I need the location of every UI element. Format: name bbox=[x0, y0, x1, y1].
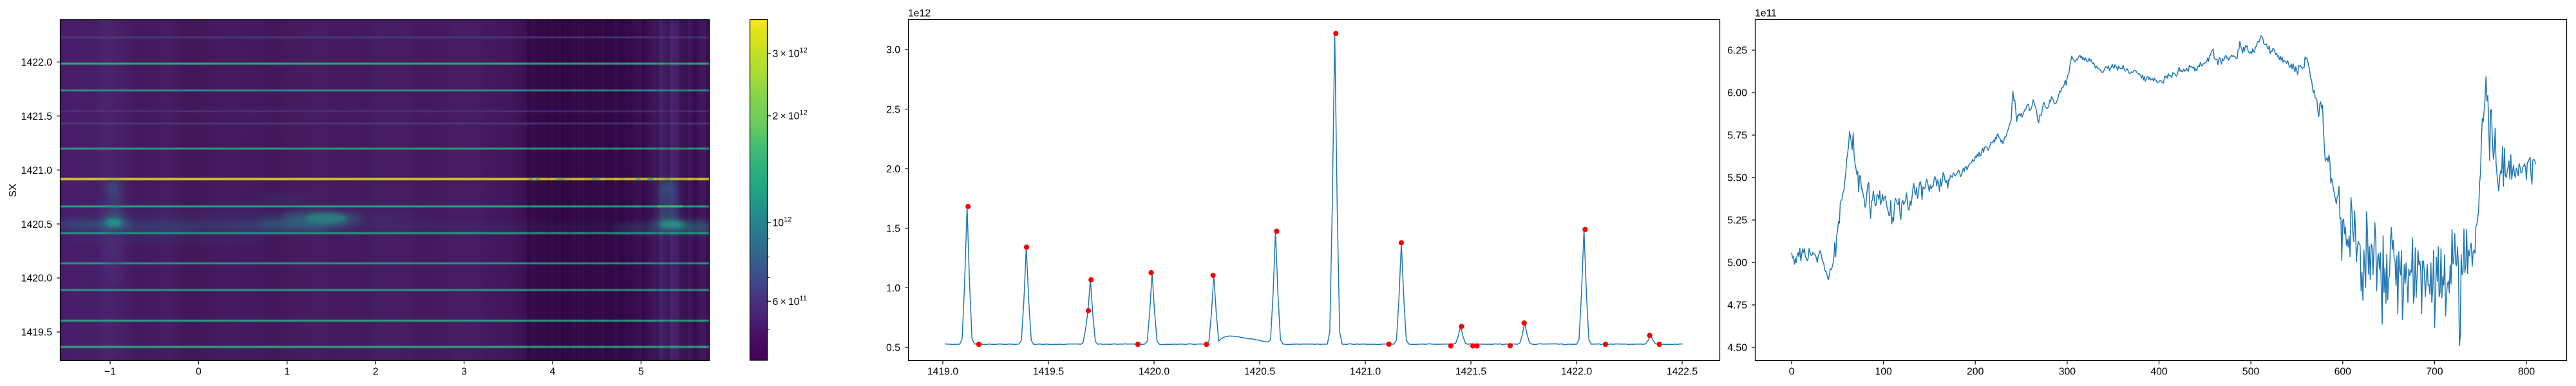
svg-text:1420.5: 1420.5 bbox=[21, 219, 53, 230]
svg-text:600: 600 bbox=[2334, 366, 2352, 377]
svg-text:1422.0: 1422.0 bbox=[1561, 366, 1593, 377]
svg-text:4.50: 4.50 bbox=[1727, 343, 1747, 354]
svg-text:4: 4 bbox=[550, 366, 556, 377]
svg-text:1420.0: 1420.0 bbox=[1139, 366, 1170, 377]
svg-text:3.0: 3.0 bbox=[886, 45, 900, 56]
svg-text:200: 200 bbox=[1967, 366, 1984, 377]
svg-text:1420.0: 1420.0 bbox=[21, 273, 53, 284]
svg-text:1422.5: 1422.5 bbox=[1667, 366, 1698, 377]
svg-text:5: 5 bbox=[638, 366, 644, 377]
svg-text:1421.0: 1421.0 bbox=[21, 165, 53, 176]
svg-text:1e12: 1e12 bbox=[908, 8, 931, 19]
svg-text:2: 2 bbox=[373, 366, 379, 377]
svg-text:1.0: 1.0 bbox=[886, 283, 900, 294]
svg-text:SX: SX bbox=[8, 183, 19, 198]
svg-text:2.0: 2.0 bbox=[886, 164, 900, 175]
svg-text:1421.5: 1421.5 bbox=[21, 111, 53, 122]
svg-text:4.75: 4.75 bbox=[1727, 300, 1747, 311]
svg-text:5.75: 5.75 bbox=[1727, 131, 1747, 142]
svg-text:−1: −1 bbox=[104, 366, 116, 377]
svg-text:0: 0 bbox=[196, 366, 202, 377]
svg-text:400: 400 bbox=[2150, 366, 2168, 377]
svg-text:3 × 1012: 3 × 1012 bbox=[773, 47, 808, 60]
svg-text:1: 1 bbox=[284, 366, 290, 377]
svg-text:5.25: 5.25 bbox=[1727, 216, 1747, 226]
svg-text:2.5: 2.5 bbox=[886, 104, 900, 115]
svg-text:3: 3 bbox=[461, 366, 467, 377]
svg-text:700: 700 bbox=[2426, 366, 2443, 377]
svg-text:1421.0: 1421.0 bbox=[1350, 366, 1381, 377]
svg-text:5.00: 5.00 bbox=[1727, 258, 1747, 269]
svg-text:100: 100 bbox=[1875, 366, 1892, 377]
svg-text:0: 0 bbox=[1789, 366, 1795, 377]
svg-text:6 × 1011: 6 × 1011 bbox=[773, 295, 807, 308]
svg-text:1420.5: 1420.5 bbox=[1244, 366, 1276, 377]
svg-text:500: 500 bbox=[2242, 366, 2260, 377]
svg-text:1e11: 1e11 bbox=[1755, 8, 1777, 19]
svg-text:1419.5: 1419.5 bbox=[21, 327, 53, 338]
svg-text:1.5: 1.5 bbox=[886, 223, 900, 234]
svg-text:0.5: 0.5 bbox=[886, 343, 900, 354]
svg-text:1421.5: 1421.5 bbox=[1455, 366, 1487, 377]
svg-text:2 × 1012: 2 × 1012 bbox=[773, 109, 808, 122]
svg-text:6.00: 6.00 bbox=[1727, 88, 1747, 99]
svg-text:6.25: 6.25 bbox=[1727, 46, 1747, 57]
svg-text:1419.0: 1419.0 bbox=[927, 366, 959, 377]
svg-text:5.50: 5.50 bbox=[1727, 173, 1747, 184]
svg-text:300: 300 bbox=[2059, 366, 2076, 377]
svg-text:1419.5: 1419.5 bbox=[1033, 366, 1065, 377]
svg-text:1422.0: 1422.0 bbox=[21, 57, 53, 68]
svg-text:800: 800 bbox=[2518, 366, 2535, 377]
